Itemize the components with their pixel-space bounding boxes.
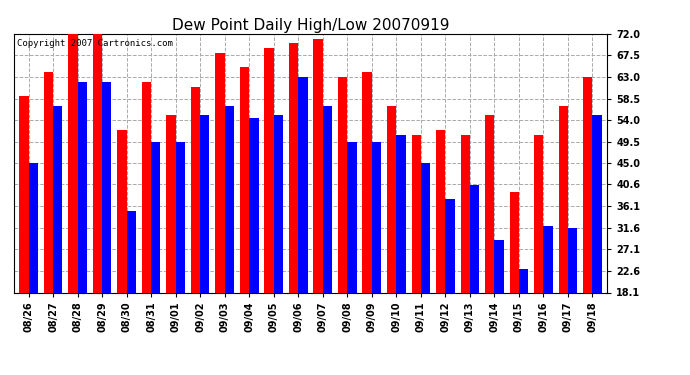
Bar [421, 164, 430, 375]
Bar [485, 116, 495, 375]
Bar [274, 116, 283, 375]
Bar [264, 48, 274, 375]
Bar [249, 118, 259, 375]
Bar [445, 200, 455, 375]
Bar [176, 142, 185, 375]
Bar [593, 116, 602, 375]
Bar [519, 269, 529, 375]
Bar [495, 240, 504, 375]
Bar [215, 53, 225, 375]
Bar [372, 142, 381, 375]
Bar [323, 106, 332, 375]
Bar [43, 72, 53, 375]
Bar [68, 29, 77, 375]
Bar [151, 142, 161, 375]
Bar [470, 185, 479, 375]
Bar [117, 130, 126, 375]
Bar [338, 77, 347, 375]
Bar [225, 106, 234, 375]
Bar [166, 116, 176, 375]
Bar [510, 192, 519, 375]
Bar [191, 87, 200, 375]
Bar [559, 106, 568, 375]
Bar [102, 82, 111, 375]
Bar [460, 135, 470, 375]
Bar [583, 77, 593, 375]
Bar [396, 135, 406, 375]
Bar [28, 164, 38, 375]
Bar [387, 106, 396, 375]
Bar [362, 72, 372, 375]
Bar [544, 226, 553, 375]
Bar [436, 130, 445, 375]
Bar [534, 135, 544, 375]
Bar [298, 77, 308, 375]
Bar [53, 106, 62, 375]
Bar [19, 96, 28, 375]
Bar [568, 228, 578, 375]
Bar [411, 135, 421, 375]
Bar [92, 29, 102, 375]
Bar [200, 116, 210, 375]
Bar [347, 142, 357, 375]
Bar [142, 82, 151, 375]
Bar [77, 82, 87, 375]
Title: Dew Point Daily High/Low 20070919: Dew Point Daily High/Low 20070919 [172, 18, 449, 33]
Text: Copyright 2007 Cartronics.com: Copyright 2007 Cartronics.com [17, 39, 172, 48]
Bar [240, 68, 249, 375]
Bar [126, 211, 136, 375]
Bar [313, 39, 323, 375]
Bar [289, 44, 298, 375]
